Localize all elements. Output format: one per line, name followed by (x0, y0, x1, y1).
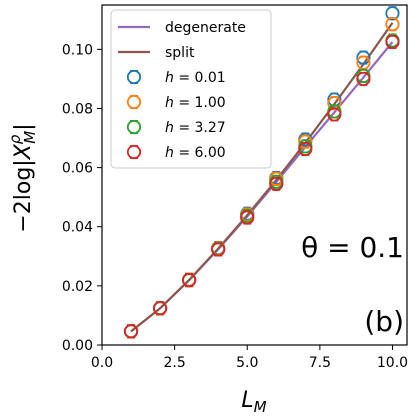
y-tick-label: 0.08 (62, 101, 93, 117)
x-axis-label: LM (241, 388, 266, 416)
ticks-layer: 0.0 2.5 5.0 7.5 10.0 0.00 0.02 0.04 0.06 0.08 0.10 (62, 42, 408, 371)
series-h-6.00 (123, 34, 400, 339)
lines-layer (130, 22, 394, 333)
x-axis-label-text: LM (241, 388, 266, 415)
x-tick-label: 10.0 (377, 355, 408, 371)
x-tick-label: 2.5 (163, 355, 185, 371)
legend-label: h = 0.01 (165, 70, 226, 86)
y-tick-label: 0.10 (62, 42, 93, 58)
x-tick-label: 7.5 (309, 355, 331, 371)
x-tick-label: 5.0 (236, 355, 258, 371)
legend-entry-h-3.27: h = 3.27 (126, 119, 226, 136)
legend-box (110, 9, 272, 169)
legend: degenerate split h = 0.01 h = 1.00 h = 3.27 h… (110, 9, 272, 169)
axes-layer (101, 4, 408, 346)
data-point (123, 324, 139, 339)
x-tick-label: 0.0 (91, 355, 113, 371)
legend-label: h = 3.27 (165, 120, 226, 136)
y-tick-label: 0.04 (62, 220, 93, 236)
theta-annotation: θ = 0.1 (301, 231, 404, 264)
y-tick-label: 0.02 (62, 279, 93, 295)
line-split (130, 22, 394, 333)
panel-label: (b) (364, 305, 404, 338)
y-tick-label: 0.06 (62, 161, 93, 177)
legend-entry-h-0.01: h = 0.01 (126, 69, 226, 86)
legend-entry-h-1.00: h = 1.00 (126, 94, 226, 111)
legend-label: h = 6.00 (165, 145, 226, 161)
legend-entry-h-6.00: h = 6.00 (126, 144, 226, 161)
legend-entry-split: split (118, 45, 195, 61)
y-tick-label: 0.00 (62, 338, 93, 354)
y-axis-label: −2log|XρM| (6, 123, 39, 232)
legend-label: degenerate (165, 20, 246, 36)
plot-frame (101, 4, 408, 346)
legend-label: h = 1.00 (165, 95, 226, 111)
markers-layer (123, 6, 400, 339)
legend-label: split (165, 45, 195, 61)
y-axis-label-text: −2log|XρM| (6, 123, 39, 232)
legend-entry-degenerate: degenerate (118, 20, 246, 36)
